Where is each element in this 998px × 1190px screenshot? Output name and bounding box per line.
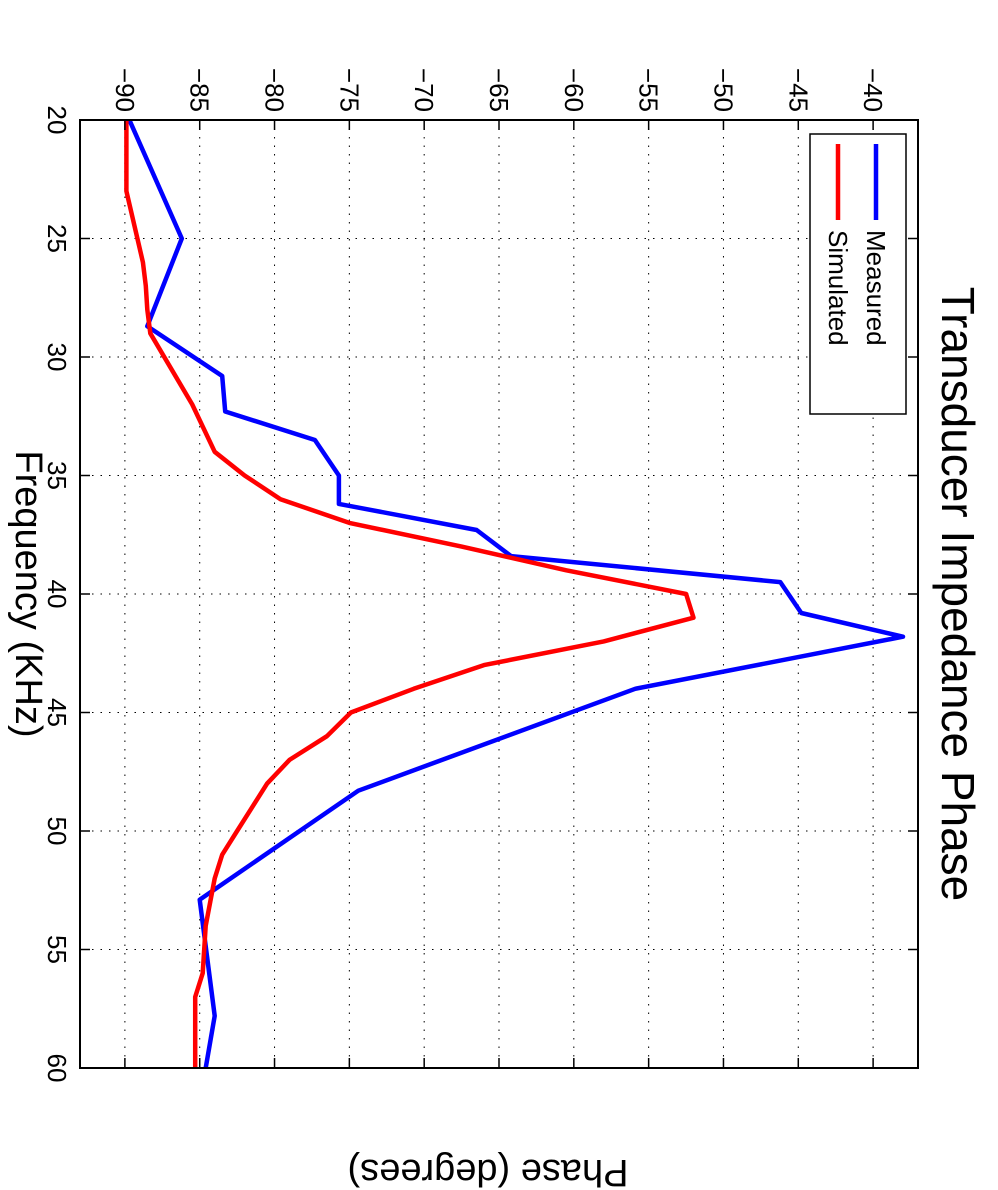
series-line-measured [127,119,906,1069]
grid [80,120,918,1068]
axis-ticks: 20 25 30 35 40 45 50 55 60 −40 −45 −50 −55 −60 −65 −70 −… [42,68,918,1083]
x-tick-label: 60 [42,1054,72,1083]
legend-label-simulated: Simulated [823,230,853,346]
y-tick-label: −65 [484,68,514,112]
x-tick-label: 30 [42,343,72,372]
y-tick-label: −40 [858,68,888,112]
plot-lines [124,119,906,1069]
x-tick-label: 40 [42,580,72,609]
x-tick-label: 25 [42,224,72,253]
x-axis-label: Frequency (KHz) [7,450,49,737]
x-tick-label: 55 [42,935,72,964]
y-axis-label: Phase (degrees) [348,1151,629,1190]
legend: Measured Simulated [809,133,907,415]
y-tick-label: −90 [110,68,140,112]
x-tick-label: 35 [42,461,72,490]
chart-title: Transducer Impedance Phase [932,287,984,902]
y-tick-label: −75 [334,68,364,112]
y-tick-label: −70 [409,68,439,112]
series-line-simulated [124,120,696,1068]
x-tick-label: 20 [42,106,72,135]
x-tick-label: 50 [42,817,72,846]
y-tick-label: −60 [559,68,589,112]
y-tick-label: −50 [708,68,738,112]
y-tick-label: −85 [185,68,215,112]
y-tick-label: −45 [783,68,813,112]
y-tick-label: −55 [634,68,664,112]
legend-label-measured: Measured [861,230,891,346]
x-tick-label: 45 [42,698,72,727]
legend-box [809,133,907,415]
y-tick-label: −80 [260,68,290,112]
